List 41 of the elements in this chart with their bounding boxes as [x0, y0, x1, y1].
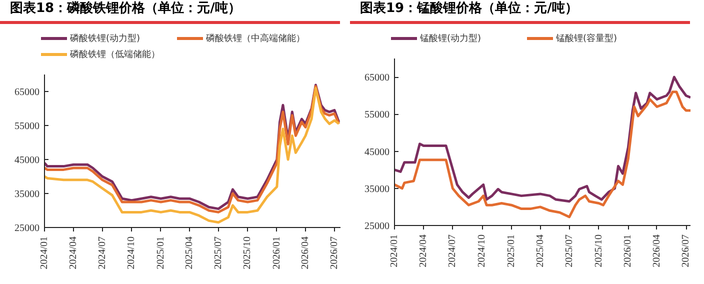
x-tick-label: 2025/01 — [506, 234, 517, 268]
y-tick-label: 55000 — [14, 121, 40, 132]
y-tick-label: 25000 — [14, 223, 40, 234]
chart-title: 图表19：锰酸锂价格（单位：元/吨） — [360, 0, 578, 18]
line-series — [394, 76, 690, 203]
x-tick-label: 2024/04 — [68, 236, 79, 270]
chart-title: 图表18：磷酸铁锂价格（单位：元/吨） — [10, 0, 241, 18]
x-tick-label: 2024/07 — [447, 234, 458, 268]
x-tick-label: 2024/01 — [39, 236, 50, 270]
y-tick-label: 65000 — [14, 87, 40, 98]
x-tick-label: 2026/07 — [680, 234, 692, 268]
x-tick-label: 2025/10 — [593, 234, 604, 268]
x-tick-label: 2024/07 — [96, 236, 108, 270]
legend-label: 锰酸锂(动力型) — [419, 32, 482, 46]
x-tick-label: 2026/01 — [622, 234, 634, 268]
line-series — [394, 90, 690, 218]
x-tick-label: 2025/07 — [212, 236, 224, 270]
x-tick-label: 2024/10 — [476, 234, 488, 268]
legend-label: 锰酸锂(容量型) — [555, 32, 618, 46]
legend-label: 磷酸铁锂(动力型) — [69, 32, 142, 46]
y-tick-label: 65000 — [364, 72, 390, 84]
y-tick-label: 45000 — [14, 155, 40, 166]
x-tick-label: 2025/10 — [242, 236, 254, 270]
x-tick-label: 2025/07 — [564, 234, 575, 268]
x-tick-label: 2025/04 — [184, 236, 195, 270]
legend-label: 磷酸铁锂（低端储能） — [69, 48, 161, 62]
x-tick-label: 2024/04 — [418, 234, 430, 268]
x-tick-label: 2024/01 — [389, 234, 400, 268]
y-tick-label: 55000 — [364, 110, 390, 121]
x-tick-label: 2026/07 — [328, 236, 340, 270]
x-tick-label: 2025/01 — [155, 236, 166, 270]
x-tick-label: 2026/01 — [271, 236, 282, 270]
y-tick-label: 25000 — [364, 221, 390, 232]
x-tick-label: 2024/10 — [126, 236, 138, 270]
x-tick-label: 2026/04 — [300, 236, 312, 270]
legend-label: 磷酸铁锂（中高端储能） — [205, 32, 306, 46]
y-tick-label: 45000 — [364, 146, 390, 158]
y-tick-label: 35000 — [14, 189, 40, 200]
x-tick-label: 2025/04 — [534, 234, 546, 268]
y-tick-label: 35000 — [364, 184, 390, 195]
x-tick-label: 2026/04 — [651, 234, 662, 268]
